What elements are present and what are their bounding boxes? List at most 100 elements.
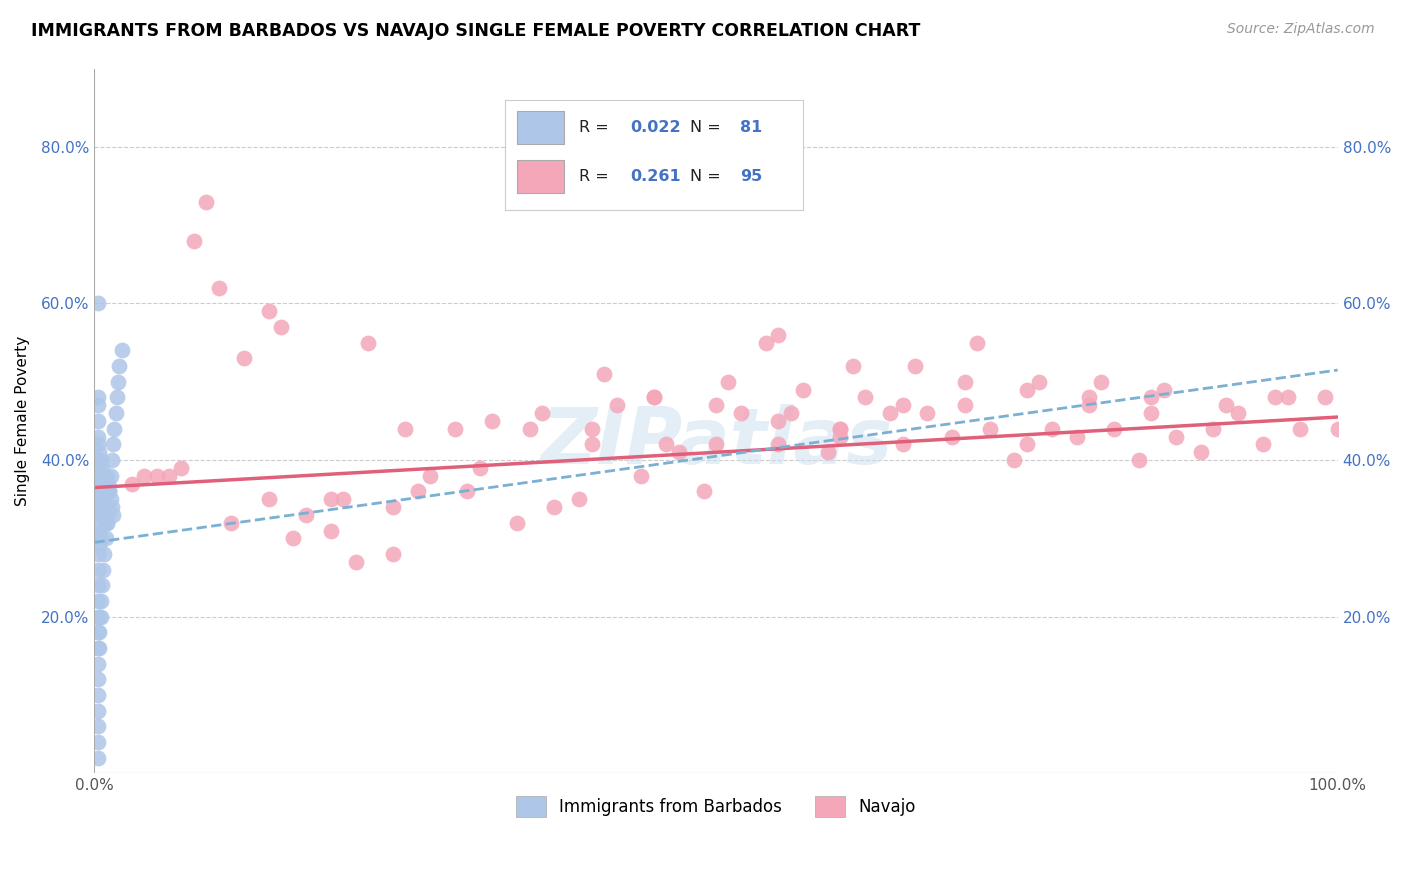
Point	[89, 641, 111, 656]
Text: ZIPatlas: ZIPatlas	[540, 404, 893, 480]
Point	[104, 406, 127, 420]
Point	[97, 508, 120, 522]
Point	[891, 437, 914, 451]
Point	[145, 468, 167, 483]
Point	[101, 508, 124, 522]
Point	[96, 484, 118, 499]
Point	[170, 461, 193, 475]
Point	[87, 641, 110, 656]
Point	[1102, 422, 1125, 436]
Point	[90, 468, 112, 483]
Point	[891, 398, 914, 412]
Legend: Immigrants from Barbados, Navajo: Immigrants from Barbados, Navajo	[508, 788, 925, 825]
Point	[87, 484, 110, 499]
Point	[1128, 453, 1150, 467]
Point	[1202, 422, 1225, 436]
Point	[481, 414, 503, 428]
Point	[87, 430, 110, 444]
Point	[817, 445, 839, 459]
Point	[332, 492, 354, 507]
Point	[87, 751, 110, 765]
Point	[568, 492, 591, 507]
Point	[87, 673, 110, 687]
Point	[208, 281, 231, 295]
Point	[87, 563, 110, 577]
Point	[195, 194, 218, 209]
Point	[319, 524, 342, 538]
Point	[183, 234, 205, 248]
Point	[257, 492, 280, 507]
Point	[87, 453, 110, 467]
Point	[394, 422, 416, 436]
Point	[87, 296, 110, 310]
Point	[87, 437, 110, 451]
Point	[1326, 422, 1348, 436]
Point	[86, 468, 108, 483]
Point	[295, 508, 318, 522]
Point	[90, 453, 112, 467]
Point	[766, 414, 789, 428]
Point	[543, 500, 565, 515]
Point	[1289, 422, 1312, 436]
Point	[506, 516, 529, 530]
Point	[917, 406, 939, 420]
Point	[94, 532, 117, 546]
Point	[89, 508, 111, 522]
Point	[456, 484, 478, 499]
Point	[717, 375, 740, 389]
Point	[468, 461, 491, 475]
Point	[107, 375, 129, 389]
Point	[219, 516, 242, 530]
Point	[1015, 437, 1038, 451]
Point	[96, 516, 118, 530]
Point	[121, 476, 143, 491]
Text: Source: ZipAtlas.com: Source: ZipAtlas.com	[1227, 22, 1375, 37]
Point	[1315, 391, 1337, 405]
Point	[87, 532, 110, 546]
Point	[87, 391, 110, 405]
Point	[830, 430, 852, 444]
Point	[108, 359, 131, 373]
Point	[101, 453, 124, 467]
Point	[692, 484, 714, 499]
Point	[1189, 445, 1212, 459]
Point	[105, 391, 128, 405]
Point	[1078, 391, 1101, 405]
Point	[87, 688, 110, 702]
Point	[98, 484, 121, 499]
Point	[89, 492, 111, 507]
Point	[1090, 375, 1112, 389]
Point	[87, 594, 110, 608]
Point	[530, 406, 553, 420]
Point	[1140, 391, 1163, 405]
Point	[606, 398, 628, 412]
Point	[593, 367, 616, 381]
Point	[1066, 430, 1088, 444]
Point	[87, 625, 110, 640]
Point	[444, 422, 467, 436]
Point	[94, 500, 117, 515]
Point	[96, 468, 118, 483]
Point	[842, 359, 865, 373]
Point	[419, 468, 441, 483]
Point	[704, 437, 727, 451]
Point	[283, 532, 305, 546]
Point	[879, 406, 901, 420]
Point	[90, 492, 112, 507]
Point	[704, 398, 727, 412]
Point	[87, 414, 110, 428]
Point	[89, 524, 111, 538]
Point	[89, 539, 111, 553]
Point	[1264, 391, 1286, 405]
Point	[766, 327, 789, 342]
Point	[1251, 437, 1274, 451]
Point	[87, 547, 110, 561]
Point	[853, 391, 876, 405]
Point	[89, 461, 111, 475]
Point	[1140, 406, 1163, 420]
Point	[730, 406, 752, 420]
Point	[406, 484, 429, 499]
Point	[1215, 398, 1237, 412]
Y-axis label: Single Female Poverty: Single Female Poverty	[15, 336, 30, 506]
Point	[91, 500, 114, 515]
